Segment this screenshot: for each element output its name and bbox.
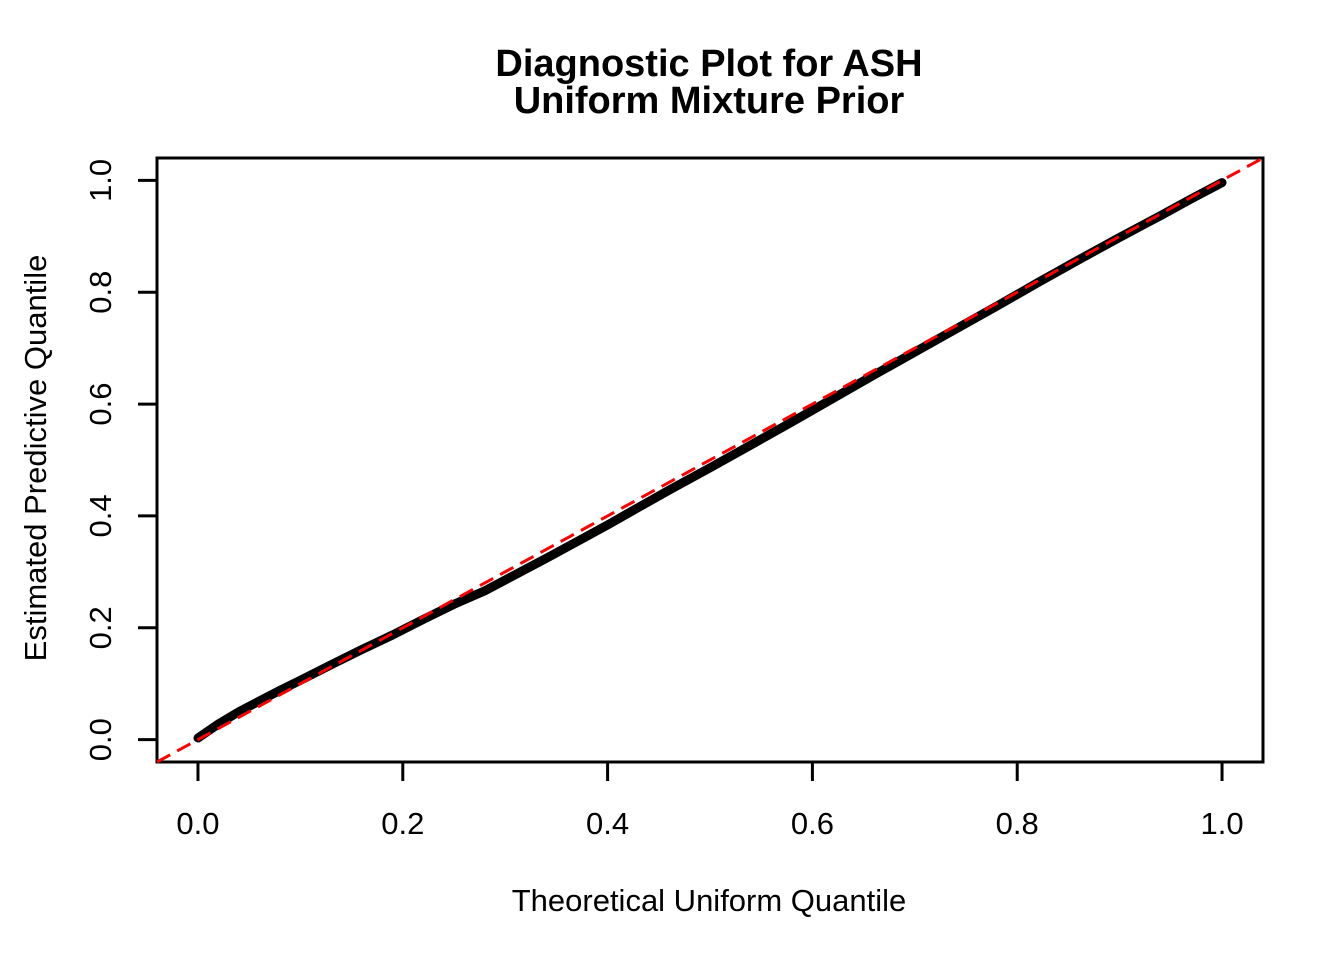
- y-tick-label: 0.6: [83, 383, 118, 426]
- x-tick-label: 1.0: [1200, 806, 1243, 841]
- y-tick-label: 0.8: [83, 271, 118, 314]
- y-tick-label: 0.2: [83, 606, 118, 649]
- x-tick-label: 0.4: [586, 806, 629, 841]
- plot-area: 0.0 0.2 0.4 0.6 0.8 1.0 0.0 0.2 0.4 0.6 0.8 1.0: [83, 156, 1265, 841]
- chart-title-line1: Diagnostic Plot for ASH: [495, 43, 922, 85]
- qq-curve: [193, 178, 1227, 743]
- chart-title-line2: Uniform Mixture Prior: [514, 80, 905, 122]
- x-axis-title: Theoretical Uniform Quantile: [512, 883, 907, 918]
- reference-line: [156, 156, 1264, 764]
- y-tick-label: 0.0: [83, 718, 118, 761]
- x-tick-label: 0.2: [381, 806, 424, 841]
- x-tick-label: 0.0: [176, 806, 219, 841]
- y-axis-title: Estimated Predictive Quantile: [18, 255, 53, 662]
- x-tick-label: 0.8: [996, 806, 1039, 841]
- plot-box: [155, 156, 1265, 764]
- x-tick-label: 0.6: [791, 806, 834, 841]
- y-tick-label: 1.0: [83, 159, 118, 202]
- y-tick-label: 0.4: [83, 494, 118, 537]
